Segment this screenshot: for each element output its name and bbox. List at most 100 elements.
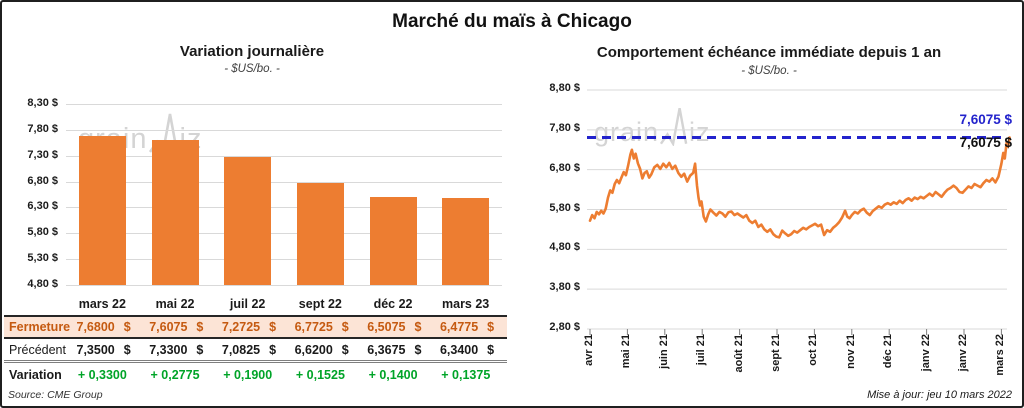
table-column-header: sept 22 [298, 297, 342, 311]
bar-mars 22 [78, 136, 126, 285]
row-label-close: Fermeture [9, 320, 71, 334]
line-chart-title: Comportement échéance immédiate depuis 1… [596, 44, 942, 61]
page-title: Marché du maïs à Chicago [392, 11, 632, 32]
table-cell: 7,3300 $ [139, 343, 212, 357]
cell-unit: $ [196, 320, 204, 334]
cell-value: + 0,1400 [368, 368, 418, 382]
row-label-variation: Variation [9, 368, 62, 382]
table-column-header: juil 22 [229, 297, 266, 311]
table-column-header: mars 22 [78, 297, 126, 311]
table-cell: 7,3500 $ [66, 343, 139, 357]
table-cell: 6,3675 $ [357, 343, 430, 357]
bar-y-axis-tick-label: 6,30 $ [27, 200, 58, 213]
line-x-axis-tick-label: janv 22 [919, 334, 932, 372]
price-line-series [588, 136, 1011, 239]
last-price-label: 7,6075 $ [959, 135, 1012, 150]
cell-value: 7,0825 [221, 342, 261, 357]
line-y-axis-tick-label: 2,80 $ [549, 321, 580, 333]
table-cell: + 0,3300 [66, 368, 139, 382]
cell-value: 7,6075 [149, 320, 188, 334]
bar-gridline [66, 104, 502, 105]
cell-value: 6,5075 [367, 320, 406, 334]
cell-unit: $ [487, 342, 495, 357]
cell-value: 7,3300 [149, 342, 188, 357]
bar-y-axis-tick-label: 6,80 $ [27, 174, 58, 187]
table-column-header: mai 22 [155, 297, 195, 311]
table-row-previous: Précédent 7,3500 $7,3300 $7,0825 $6,6200 $6,3… [4, 339, 507, 363]
bar-gridline [66, 233, 502, 235]
bar-mars 23 [442, 198, 490, 285]
bar-gridline [66, 259, 502, 261]
table-row-close: Fermeture 7,6800 $7,6075 $7,2725 $6,7725 $6,5… [4, 315, 507, 339]
line-x-axis-tick-label: janv 22 [957, 334, 969, 372]
table-column-header: déc 22 [373, 297, 413, 311]
bar-déc 22 [369, 196, 417, 285]
bar-mai 22 [151, 139, 199, 285]
bar-sept 22 [296, 183, 344, 285]
line-x-axis-tick-label: mars 22 [994, 334, 1007, 376]
line-x-axis-tick-label: nov 21 [844, 334, 857, 369]
line-x-axis-tick-label: déc 21 [882, 334, 895, 369]
table-cell: 6,6200 $ [284, 343, 357, 357]
cell-unit: $ [269, 342, 277, 357]
update-note: Mise à jour: jeu 10 mars 2022 [867, 389, 1012, 401]
cell-value: 7,6800 [76, 320, 115, 334]
cell-value: + 0,1375 [441, 368, 491, 382]
table-cell: 6,4775 $ [429, 320, 502, 334]
line-y-axis-tick-label: 4,80 $ [549, 241, 580, 254]
bar-gridline [66, 181, 502, 183]
line-x-axis-tick-label: août 21 [732, 334, 745, 373]
line-chart-subtitle: - $US/bo. - [741, 65, 797, 77]
table-cell: 7,6800 $ [66, 320, 139, 334]
table-cell: + 0,2775 [139, 368, 212, 382]
cell-value: + 0,1900 [223, 368, 273, 382]
line-y-axis-tick-label: 5,80 $ [549, 201, 580, 214]
cell-unit: $ [123, 342, 131, 357]
ref-line-value-label-blue: 7,6075 $ [959, 112, 1012, 127]
table-cell: 7,6075 $ [139, 320, 212, 334]
cell-value: + 0,1525 [295, 368, 345, 382]
bar-y-axis-tick-label: 4,80 $ [27, 278, 58, 290]
table-cell: 6,5075 $ [357, 320, 430, 334]
cell-unit: $ [196, 342, 204, 357]
table-cell: + 0,1400 [357, 368, 430, 382]
table-column-header: mars 23 [442, 297, 490, 311]
bar-y-axis-tick-label: 5,30 $ [27, 252, 58, 265]
table-cell: + 0,1525 [284, 368, 357, 382]
cell-value: 7,3500 [76, 342, 115, 357]
table-row-variation: Variation + 0,3300 + 0,2775 + 0,1900 + 0,152… [4, 363, 507, 387]
bar-juil 22 [224, 157, 272, 285]
cell-unit: $ [341, 320, 349, 334]
cell-unit: $ [414, 342, 422, 357]
cell-unit: $ [123, 320, 131, 334]
table-cell: + 0,1900 [211, 368, 284, 382]
bar-gridline [66, 129, 502, 131]
cell-value: 6,3675 [367, 342, 406, 357]
bar-y-axis-tick-label: 8,30 $ [27, 97, 58, 109]
table-cell: + 0,1375 [429, 368, 502, 382]
cell-value: 6,4775 [439, 320, 479, 334]
line-x-axis-tick-label: avr 21 [583, 334, 595, 366]
cell-value: 7,2725 [221, 320, 261, 334]
bar-chart-subtitle: - $US/bo. - [224, 63, 280, 75]
bar-gridline [66, 207, 502, 209]
line-y-axis-tick-label: 7,80 $ [549, 121, 580, 134]
cell-value: + 0,3300 [77, 368, 127, 382]
cell-unit: $ [487, 320, 495, 334]
bar-chart-title: Variation journalière [179, 43, 325, 60]
cell-value: 6,3400 [439, 342, 479, 357]
line-y-axis-tick-label: 6,80 $ [549, 161, 580, 174]
cell-value: + 0,2775 [150, 368, 200, 382]
bar-gridline [66, 155, 502, 157]
cell-value: 6,7725 [294, 320, 333, 334]
table-cell: 6,3400 $ [429, 343, 502, 357]
bar-y-axis-tick-label: 7,80 $ [27, 122, 58, 135]
table-cell: 6,7725 $ [284, 320, 357, 334]
row-label-previous: Précédent [9, 342, 66, 357]
cell-unit: $ [414, 320, 422, 334]
bar-gridline [66, 285, 502, 286]
table-cell: 7,2725 $ [211, 320, 284, 334]
line-x-axis-tick-label: juin 21 [657, 334, 670, 369]
cell-value: 6,6200 [294, 342, 333, 357]
bar-y-axis-tick-label: 7,30 $ [27, 148, 58, 161]
